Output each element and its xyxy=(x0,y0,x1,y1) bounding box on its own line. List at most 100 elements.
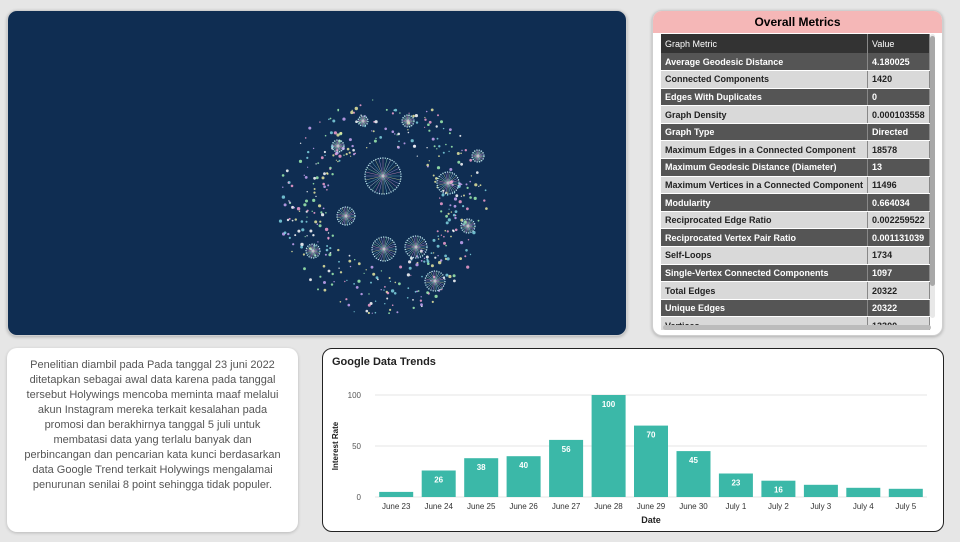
metric-value: 0.001131039 xyxy=(867,228,930,248)
network-node xyxy=(301,228,305,232)
network-edge xyxy=(307,246,314,252)
network-node xyxy=(391,130,395,133)
network-edge xyxy=(383,248,387,261)
network-node xyxy=(374,300,377,302)
metrics-table-scroll-area[interactable]: Graph Metric Value Average Geodesic Dist… xyxy=(661,34,930,330)
network-node xyxy=(333,281,335,283)
network-edge xyxy=(382,175,392,193)
network-node xyxy=(306,156,309,159)
network-edge xyxy=(415,241,427,248)
value-column-header[interactable]: Value xyxy=(867,34,930,53)
vertical-scrollbar[interactable] xyxy=(930,34,935,318)
network-node xyxy=(415,255,419,258)
network-node xyxy=(296,207,301,211)
network-node xyxy=(312,198,316,202)
network-node xyxy=(352,148,355,152)
bar xyxy=(846,487,881,497)
network-node xyxy=(426,147,428,149)
horizontal-scrollbar[interactable] xyxy=(663,325,931,330)
network-node xyxy=(406,273,410,277)
network-edge xyxy=(415,236,419,248)
network-node xyxy=(454,210,458,214)
network-node xyxy=(348,259,352,263)
network-cluster xyxy=(424,270,446,292)
metric-column-header[interactable]: Graph Metric xyxy=(661,34,869,53)
network-node xyxy=(299,142,302,144)
network-edge xyxy=(425,276,436,282)
network-node xyxy=(438,260,442,265)
metrics-row: Average Geodesic Distance 4.180025 xyxy=(661,53,930,72)
network-node xyxy=(453,204,457,208)
network-edge xyxy=(306,250,314,253)
metrics-row: Total Edges 20322 xyxy=(661,281,930,300)
network-node xyxy=(465,249,468,252)
network-edge xyxy=(382,175,401,181)
network-node xyxy=(438,145,441,148)
y-tick-label: 0 xyxy=(357,493,362,502)
network-node xyxy=(323,288,327,292)
network-node xyxy=(454,216,457,220)
network-node xyxy=(420,303,423,307)
network-edge xyxy=(365,175,384,181)
network-node xyxy=(424,126,426,128)
network-node xyxy=(389,280,392,283)
trends-bar-chart: 0 50 100 June 23 26 June 24 38 June 25 40 June 26… xyxy=(331,391,927,525)
network-node xyxy=(408,260,412,264)
network-edge xyxy=(432,280,436,291)
metric-value: Directed xyxy=(867,123,930,142)
network-node xyxy=(321,176,325,180)
network-node xyxy=(407,129,409,131)
network-node xyxy=(357,279,361,283)
bar-data-label: 56 xyxy=(562,445,571,454)
network-node xyxy=(440,259,443,262)
network-edge xyxy=(345,215,351,225)
network-edge xyxy=(309,250,314,258)
network-edge xyxy=(467,219,472,227)
network-node xyxy=(331,173,334,176)
metric-name: Reciprocated Vertex Pair Ratio xyxy=(661,228,869,248)
network-node xyxy=(426,163,430,167)
network-node xyxy=(464,149,467,152)
network-edge xyxy=(383,248,395,255)
network-node xyxy=(445,143,447,146)
network-node xyxy=(312,147,315,150)
chart-title: Google Data Trends xyxy=(332,356,436,368)
network-node xyxy=(372,272,376,276)
network-node xyxy=(442,151,445,154)
bar-data-label: 100 xyxy=(602,400,616,409)
network-node xyxy=(312,234,315,237)
network-edge xyxy=(466,219,469,227)
network-node xyxy=(443,235,445,238)
network-edge xyxy=(447,172,451,184)
network-node xyxy=(448,274,452,279)
network-node xyxy=(427,262,430,265)
network-node xyxy=(306,235,308,237)
network-node xyxy=(330,283,334,286)
network-node xyxy=(441,288,443,291)
network-node xyxy=(348,151,351,154)
network-node xyxy=(457,160,461,164)
network-node xyxy=(300,242,304,247)
network-node xyxy=(370,281,372,284)
network-node xyxy=(415,121,419,124)
network-node xyxy=(434,180,437,183)
network-node xyxy=(469,253,472,256)
x-tick-label: July 5 xyxy=(895,502,916,511)
metric-name: Total Edges xyxy=(661,281,869,300)
network-node xyxy=(331,272,334,276)
network-node xyxy=(298,159,303,163)
vertical-scrollbar-thumb[interactable] xyxy=(930,36,935,286)
network-node xyxy=(450,145,453,148)
bar-data-label: 16 xyxy=(774,486,783,495)
network-edge xyxy=(337,215,347,219)
network-node xyxy=(338,260,340,263)
metric-value: 20322 xyxy=(867,281,930,300)
network-node xyxy=(353,311,355,313)
network-node xyxy=(343,154,345,156)
network-node xyxy=(319,220,322,223)
network-node xyxy=(444,254,447,258)
network-graph-panel[interactable] xyxy=(7,10,627,336)
network-node xyxy=(437,238,440,240)
network-edge xyxy=(307,250,314,256)
metric-value: 1420 xyxy=(867,70,930,89)
